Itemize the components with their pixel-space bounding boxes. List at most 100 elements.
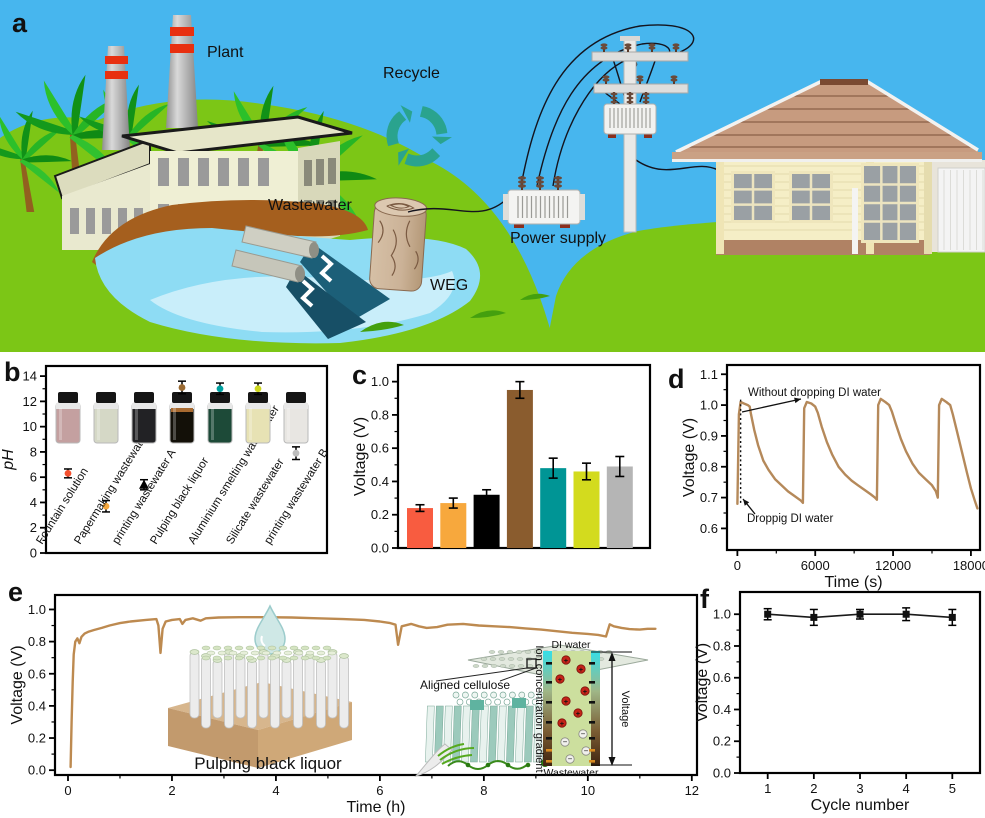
insulator-disc — [636, 75, 644, 79]
wall-charge — [589, 701, 595, 704]
y-tick-label: 0.2 — [371, 507, 389, 522]
plus-sign: + — [583, 687, 588, 696]
bundle-top-dot — [311, 655, 321, 661]
pipe — [241, 225, 317, 259]
data-marker-square — [764, 610, 772, 618]
aligned-pillar — [506, 705, 516, 763]
bushing — [626, 92, 634, 104]
plus-sign: + — [576, 709, 581, 718]
bundle-top-dot — [234, 655, 244, 661]
y-tick-label: 0.9 — [700, 428, 718, 443]
x-tick-label: 10 — [581, 783, 595, 798]
bushing-disc — [610, 100, 618, 104]
log-grain — [377, 220, 419, 276]
inset-block-caption: Pulping black liquor — [194, 754, 342, 773]
utility-pole — [591, 36, 689, 233]
vial-highlight — [211, 408, 214, 440]
vial-glass-neck — [284, 403, 308, 409]
aligned-pillar — [524, 705, 534, 763]
bushing-disc — [518, 176, 526, 180]
bushing-disc — [610, 96, 618, 100]
pillar-end — [494, 698, 501, 706]
y-tick-label: 4 — [30, 495, 37, 510]
slab-dot — [498, 657, 506, 661]
y-tick-label: 0 — [30, 546, 37, 561]
ion-gradient-inset: +++++++−−−− DI water Wastewater Ion conc… — [533, 639, 632, 779]
y-tick-label: 0.2 — [28, 731, 46, 746]
y-tick-label: 8 — [30, 444, 37, 459]
slab-dot — [499, 664, 507, 668]
bushing-disc — [626, 92, 634, 96]
vial-highlight — [249, 408, 252, 440]
bar-1 — [440, 503, 467, 548]
bushing-disc — [536, 180, 544, 184]
cation — [576, 664, 586, 674]
bundle-top-dot — [272, 650, 282, 656]
eave-trim — [672, 159, 982, 162]
bundle-top-dot — [212, 655, 222, 661]
bar-2 — [473, 494, 500, 548]
bar-5 — [573, 471, 600, 548]
droplet-highlight — [260, 635, 266, 647]
slab-dot — [488, 650, 496, 654]
y-axis-title: Voltage (V) — [694, 643, 711, 722]
chain-dot — [505, 762, 511, 768]
chimney-1-stripe — [105, 71, 128, 79]
wastewater-pipes — [231, 225, 390, 339]
cation — [580, 686, 590, 696]
factory-window — [258, 158, 269, 186]
cation — [557, 718, 567, 728]
bundle-top-dot — [256, 645, 266, 651]
x-tick-label: 0 — [734, 558, 741, 573]
vial-highlight — [135, 408, 138, 440]
ps-plate — [503, 194, 509, 220]
bushing-disc — [518, 180, 526, 184]
slab-dot — [533, 650, 541, 654]
pillar — [293, 651, 303, 729]
pillar — [212, 659, 223, 719]
factory-window — [316, 159, 324, 185]
x-axis-title: Cycle number — [811, 797, 910, 814]
vial-glass-neck — [56, 403, 80, 409]
panel-d-label: d — [668, 364, 685, 394]
bundle-top-dot — [267, 655, 277, 661]
x-axis-title: Time (h) — [347, 799, 406, 816]
slab-dot — [497, 650, 505, 654]
bushing-disc — [642, 100, 650, 104]
ions: +++++++−−−− — [546, 655, 595, 764]
pillar-end — [503, 698, 511, 706]
panel-b-label: b — [4, 357, 21, 387]
pillar — [327, 651, 338, 719]
zoom-line — [499, 667, 537, 682]
chimney-2-stripe — [170, 44, 194, 53]
wall-charge-bottom — [589, 760, 595, 763]
y-axis-title: Voltage (V) — [352, 417, 369, 496]
insulator — [602, 75, 610, 84]
y-tick-label: 1.0 — [713, 607, 731, 622]
wall-charge — [589, 737, 595, 740]
wall-charge-bottom — [589, 749, 595, 752]
recycle-label: Recycle — [383, 65, 440, 82]
slab-dot — [515, 650, 523, 654]
corner-trim — [716, 158, 724, 254]
vial-photo — [207, 392, 233, 444]
wire — [520, 24, 695, 187]
insulator-disc — [648, 43, 656, 47]
wall-charge — [589, 721, 595, 724]
pillar — [304, 655, 315, 719]
bundle-top-dot — [283, 650, 293, 656]
bundle-top-dot — [311, 645, 321, 651]
di-water-label: DI water — [551, 639, 591, 651]
bundle-top-dot — [316, 650, 326, 656]
y-tick-label: 14 — [23, 369, 37, 384]
recycle-arrow-head — [398, 148, 410, 166]
factory-window — [304, 160, 312, 186]
wall-charge — [589, 681, 595, 684]
insulator-disc — [670, 75, 678, 79]
grass-blades — [360, 293, 550, 332]
slab-dot — [516, 657, 524, 661]
factory-window — [328, 158, 336, 184]
log-spiral — [386, 203, 415, 211]
ion-gradient-label: Ion concentration gradient — [533, 645, 545, 772]
water-jet — [286, 269, 366, 339]
